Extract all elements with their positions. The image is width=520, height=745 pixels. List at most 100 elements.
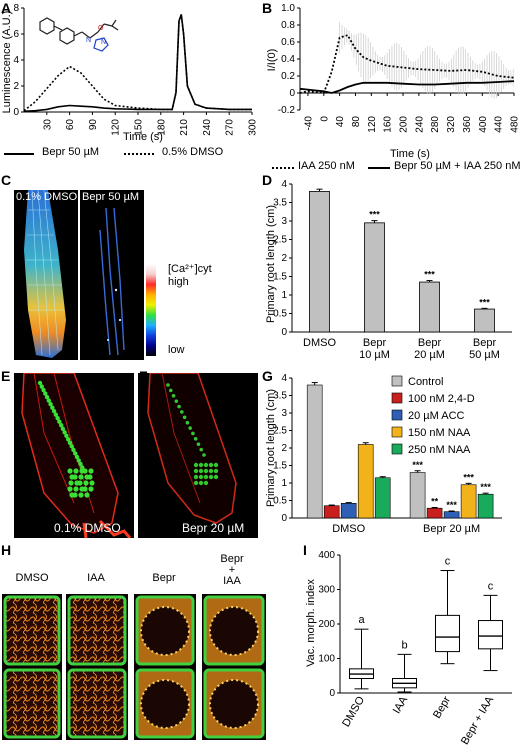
panel-f-caption: Bepr 20 µM: [182, 521, 245, 535]
panel-d-significance-label: ***: [479, 297, 490, 307]
calcium-scale-title: [Ca²⁺]cyt: [168, 263, 212, 275]
panel-a-chart: N O N 0 2 4 6 8 30 60 90 120 150 180 210 240 270 300 L…: [1, 3, 259, 143]
legend-label-iaa: IAA 250 nM: [298, 160, 355, 172]
panel-g-significance-label: ***: [412, 460, 423, 470]
panel-b-y-tick-label: -0.2: [278, 105, 296, 116]
panel-a-y-axis-label: Luminescence (A.U.): [1, 11, 13, 114]
svg-text:N: N: [86, 37, 91, 44]
panel-b-series-line: [299, 34, 515, 94]
panel-g-group-label: Bepr 20 µM: [423, 523, 480, 535]
vacuole-cell-column: [202, 594, 266, 740]
panel-d-category-label: 20 µM: [414, 349, 445, 361]
panel-i-y-tick-label: 0: [329, 688, 335, 699]
panel-g-legend-swatch: [391, 375, 403, 387]
panel-d-y-tick-label: 3: [281, 216, 287, 227]
panel-b-x-axis-label: Time (s): [390, 148, 430, 160]
panel-i-box: [435, 614, 460, 653]
panel-i-category-label: Bepr + IAA: [459, 694, 496, 745]
calcium-scale-high: high: [168, 276, 189, 288]
panel-i-group-letter: c: [488, 580, 494, 592]
panel-label-g: G: [262, 368, 273, 384]
panel-b-x-tick-label: 80: [351, 116, 362, 128]
svg-text:O: O: [98, 25, 104, 32]
panel-d-y-tick-label: 2: [281, 253, 287, 264]
legend-label-bepr: Bepr 50 µM: [42, 146, 100, 158]
panel-g-y-tick-label: 3.5: [273, 391, 287, 402]
vacuole-cell-column: [134, 594, 196, 740]
panel-i-y-tick-label: 200: [318, 619, 335, 630]
panel-b-x-tick-label: 360: [462, 116, 473, 133]
panel-d-y-tick-label: 1: [281, 290, 287, 301]
panel-b-chart: -0.2 0 0.2 0.4 0.6 0.8 1.0 -40 0 40 80 120 160 200 240…: [266, 3, 520, 160]
vacuole-images: [0, 594, 270, 740]
panel-d-bar: [364, 222, 385, 333]
panel-d-category-label: DMSO: [303, 337, 336, 349]
panel-g-y-tick-label: 3: [281, 408, 287, 419]
panel-b-y-axis-label: I/I(0): [266, 49, 278, 72]
panel-a-x-tick-label: 270: [225, 119, 236, 136]
panel-g-bar: [477, 493, 494, 519]
calcium-image-dmso: 0.1% DMSO: [14, 190, 78, 360]
panel-a-series-line: [23, 14, 252, 113]
panel-label-e: E: [1, 368, 11, 384]
panel-i-y-tick-label: 300: [318, 585, 335, 596]
calcium-color-scale: [146, 264, 156, 356]
panel-e-caption: 0.1% DMSO: [54, 521, 121, 535]
panel-label-b: B: [262, 0, 273, 16]
cell-caption-bepr: Bepr: [152, 572, 176, 584]
panel-g-legend-label: 150 nM NAA: [408, 427, 471, 439]
legend-solid-line-icon: [368, 167, 390, 169]
panel-g-bar: [374, 477, 391, 519]
panel-g-y-tick-label: 2.5: [273, 426, 287, 437]
panel-g-bar: [409, 472, 426, 519]
vacuole-cell-column: [66, 594, 128, 740]
panel-c-left-caption: 0.1% DMSO: [16, 191, 78, 203]
panel-g-y-tick-label: 0: [281, 513, 287, 524]
panel-a-x-tick-label: 300: [248, 119, 259, 136]
panel-g-significance-label: **: [431, 497, 439, 507]
panel-g-legend-label: 250 nM NAA: [408, 444, 471, 456]
panel-g-significance-label: ***: [463, 472, 474, 482]
panel-g-y-tick-label: 2: [281, 443, 287, 454]
panel-a-y-tick-label: 6: [13, 29, 19, 40]
panel-g-bar: [340, 503, 357, 519]
panel-a-x-tick-label: 240: [202, 119, 213, 136]
panel-label-h: H: [1, 542, 12, 558]
panel-g-y-tick-label: 4: [281, 373, 287, 384]
legend-dotted-line-icon: [124, 153, 154, 155]
legend-dotted-line-icon: [272, 167, 294, 169]
panel-b-x-tick-label: 160: [383, 116, 394, 133]
panel-d-category-label: Bepr: [473, 337, 497, 349]
panel-i-group-letter: c: [445, 556, 451, 568]
panel-d-y-axis-label: Primary root length (cm): [265, 205, 277, 323]
panel-b-y-tick-label: 0: [289, 88, 295, 99]
panel-a-y-tick-label: 2: [13, 81, 19, 92]
panel-i-y-tick-label: 100: [318, 654, 335, 665]
panel-b-series-line: [299, 80, 515, 94]
panel-b-y-tick-label: 0.4: [281, 54, 295, 65]
panel-d-category-label: Bepr: [363, 337, 387, 349]
cell-caption-iaa: IAA: [87, 572, 105, 584]
panel-g-chart: 00.511.522.533.54 DMSO***** *********Bepr…: [265, 373, 502, 535]
panel-b-x-tick-label: -40: [303, 116, 314, 131]
panel-g-y-tick-label: 1: [281, 478, 287, 489]
panel-label-c: C: [1, 172, 12, 188]
panel-d-category-label: Bepr: [418, 337, 442, 349]
panel-a-x-axis-label: Time (s): [123, 131, 163, 143]
panel-d-significance-label: ***: [424, 270, 435, 280]
panel-b-x-tick-label: 320: [446, 116, 457, 133]
panel-d-bar: [474, 308, 495, 333]
panel-g-bar: [306, 384, 323, 519]
panel-d-bar: [309, 190, 330, 333]
panel-b-x-tick-label: 480: [510, 116, 520, 133]
calcium-scale-low: low: [168, 344, 185, 356]
panel-g-y-axis-label: Primary root length (cm): [265, 389, 277, 507]
panel-d-y-tick-label: 0.5: [273, 309, 287, 320]
panel-b-y-tick-label: 0.2: [281, 71, 295, 82]
panel-a-x-tick-label: 150: [134, 119, 145, 136]
chemical-structure-icon: N O N: [39, 17, 119, 52]
panel-a-x-tick-label: 90: [88, 119, 99, 131]
panel-a-series-line: [23, 14, 252, 112]
panel-g-legend-swatch: [391, 443, 403, 455]
